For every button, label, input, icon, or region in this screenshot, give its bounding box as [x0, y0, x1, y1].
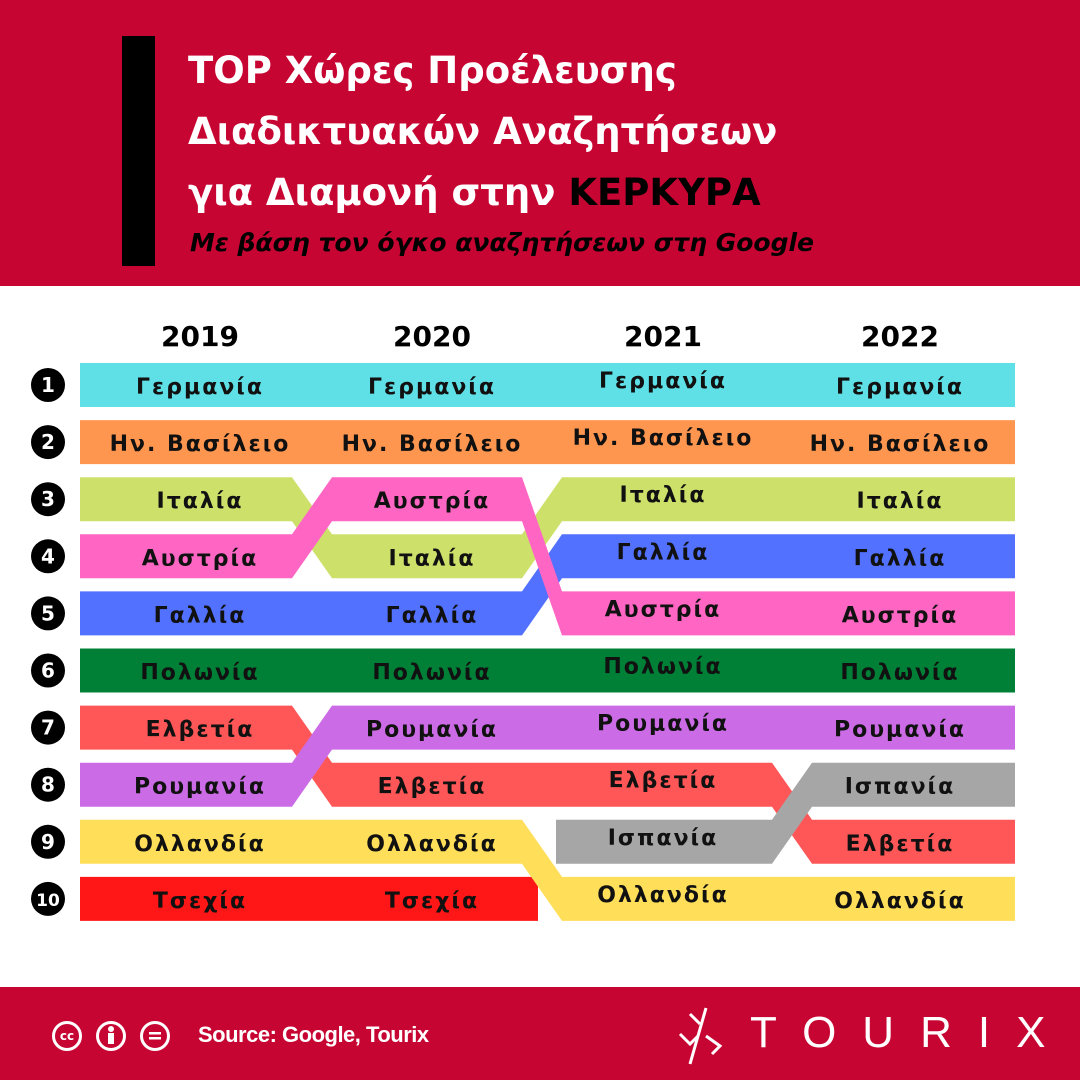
rank-label-5: 5	[41, 601, 55, 625]
rank-circle-7	[31, 710, 65, 745]
country-label: Ισπανία	[845, 775, 956, 800]
ribbon-9	[556, 762, 1015, 864]
attribution-icon	[96, 1021, 126, 1051]
country-label: Ρουμανία	[134, 775, 266, 800]
rank-circle-5	[31, 596, 65, 631]
country-label: Ελβετία	[146, 718, 255, 743]
source-text: Source: Google, Tourix	[198, 1022, 429, 1047]
title-line-1: TOP Χώρες Προέλευσης	[188, 49, 677, 92]
country-label: Ιταλία	[389, 546, 476, 571]
country-label: Ην. Βασίλειο	[342, 432, 523, 457]
header-banner	[0, 0, 1080, 286]
rank-circle-10	[31, 881, 65, 916]
rank-label-7: 7	[41, 716, 55, 740]
rank-circle-9	[31, 824, 65, 859]
country-label: Γερμανία	[599, 369, 727, 394]
cc-icon: cc	[52, 1021, 82, 1051]
rank-label-2: 2	[41, 430, 55, 454]
ribbon-0	[80, 363, 1015, 407]
country-label: Ιταλία	[620, 483, 707, 508]
year-label-2022: 2022	[861, 320, 939, 353]
country-label: Ολλανδία	[597, 883, 728, 908]
country-label: Αυστρία	[374, 489, 491, 514]
ribbon-1	[80, 420, 1015, 465]
rank-label-8: 8	[41, 773, 55, 797]
country-label: Γαλλία	[617, 540, 710, 565]
rank-circle-4	[31, 539, 65, 574]
brand-name: TOURIX	[750, 1008, 1072, 1057]
country-label: Ολλανδία	[134, 832, 265, 857]
accent-bar	[122, 36, 155, 266]
ribbon-5	[80, 648, 1015, 693]
country-label: Γερμανία	[136, 375, 264, 400]
rank-label-9: 9	[41, 830, 55, 854]
country-label: Αυστρία	[842, 603, 959, 628]
country-label: Ολλανδία	[366, 832, 497, 857]
country-label: Αυστρία	[605, 597, 722, 622]
rank-label-1: 1	[41, 373, 55, 397]
subtitle: Με βάση τον όγκο αναζητήσεων στη Google	[190, 228, 815, 257]
rank-label-4: 4	[41, 544, 55, 568]
title-line-3: για Διαμονή στην ΚΕΡΚΥΡΑ	[188, 162, 777, 223]
rank-label-3: 3	[41, 487, 55, 511]
country-label: Γερμανία	[368, 375, 496, 400]
ribbon-4	[80, 477, 1015, 636]
country-label: Γαλλία	[386, 603, 479, 628]
year-label-2020: 2020	[393, 320, 471, 353]
country-label: Τσεχία	[153, 889, 247, 914]
country-label: Πολωνία	[603, 655, 722, 680]
country-label: Ελβετία	[609, 769, 718, 794]
ribbon-7	[80, 705, 1015, 807]
tourix-logo-icon	[678, 1007, 723, 1065]
country-label: Γαλλία	[154, 603, 247, 628]
country-label: Πολωνία	[140, 661, 259, 686]
country-label: Ολλανδία	[834, 889, 965, 914]
country-label: Ρουμανία	[366, 718, 498, 743]
rank-label-6: 6	[41, 659, 55, 683]
title-highlight: ΚΕΡΚΥΡΑ	[568, 171, 761, 214]
rank-circle-2	[31, 425, 65, 460]
country-label: Ελβετία	[378, 775, 487, 800]
page-title: TOP Χώρες Προέλευσης Διαδικτυακών Αναζητ…	[188, 40, 777, 223]
country-label: Ρουμανία	[834, 718, 966, 743]
country-label: Ην. Βασίλειο	[573, 426, 754, 451]
year-label-2021: 2021	[624, 320, 702, 353]
ribbon-8	[80, 876, 538, 921]
country-label: Πολωνία	[372, 661, 491, 686]
rank-circle-3	[31, 482, 65, 517]
country-label: Ιταλία	[857, 489, 944, 514]
country-label: Ην. Βασίλειο	[110, 432, 291, 457]
country-label: Αυστρία	[142, 546, 259, 571]
country-label: Γαλλία	[854, 546, 947, 571]
ribbon-2	[80, 477, 1015, 579]
title-line-2: Διαδικτυακών Αναζητήσεων	[188, 110, 778, 153]
country-label: Ιταλία	[157, 489, 244, 514]
country-label: Ελβετία	[846, 832, 955, 857]
footer-banner	[0, 987, 1080, 1080]
rank-circle-8	[31, 767, 65, 802]
rank-circle-6	[31, 653, 65, 688]
no-derivatives-icon	[140, 1021, 170, 1051]
year-label-2019: 2019	[161, 320, 239, 353]
country-label: Ισπανία	[608, 826, 719, 851]
country-label: Γερμανία	[836, 375, 964, 400]
title-line-3-prefix: για Διαμονή στην	[188, 171, 569, 214]
rank-label-10: 10	[36, 891, 60, 911]
country-label: Ην. Βασίλειο	[810, 432, 991, 457]
ribbon-10	[80, 819, 1015, 921]
rank-circle-1	[31, 368, 65, 402]
country-label: Ρουμανία	[597, 712, 729, 737]
country-label: Τσεχία	[385, 889, 479, 914]
country-label: Πολωνία	[840, 661, 959, 686]
